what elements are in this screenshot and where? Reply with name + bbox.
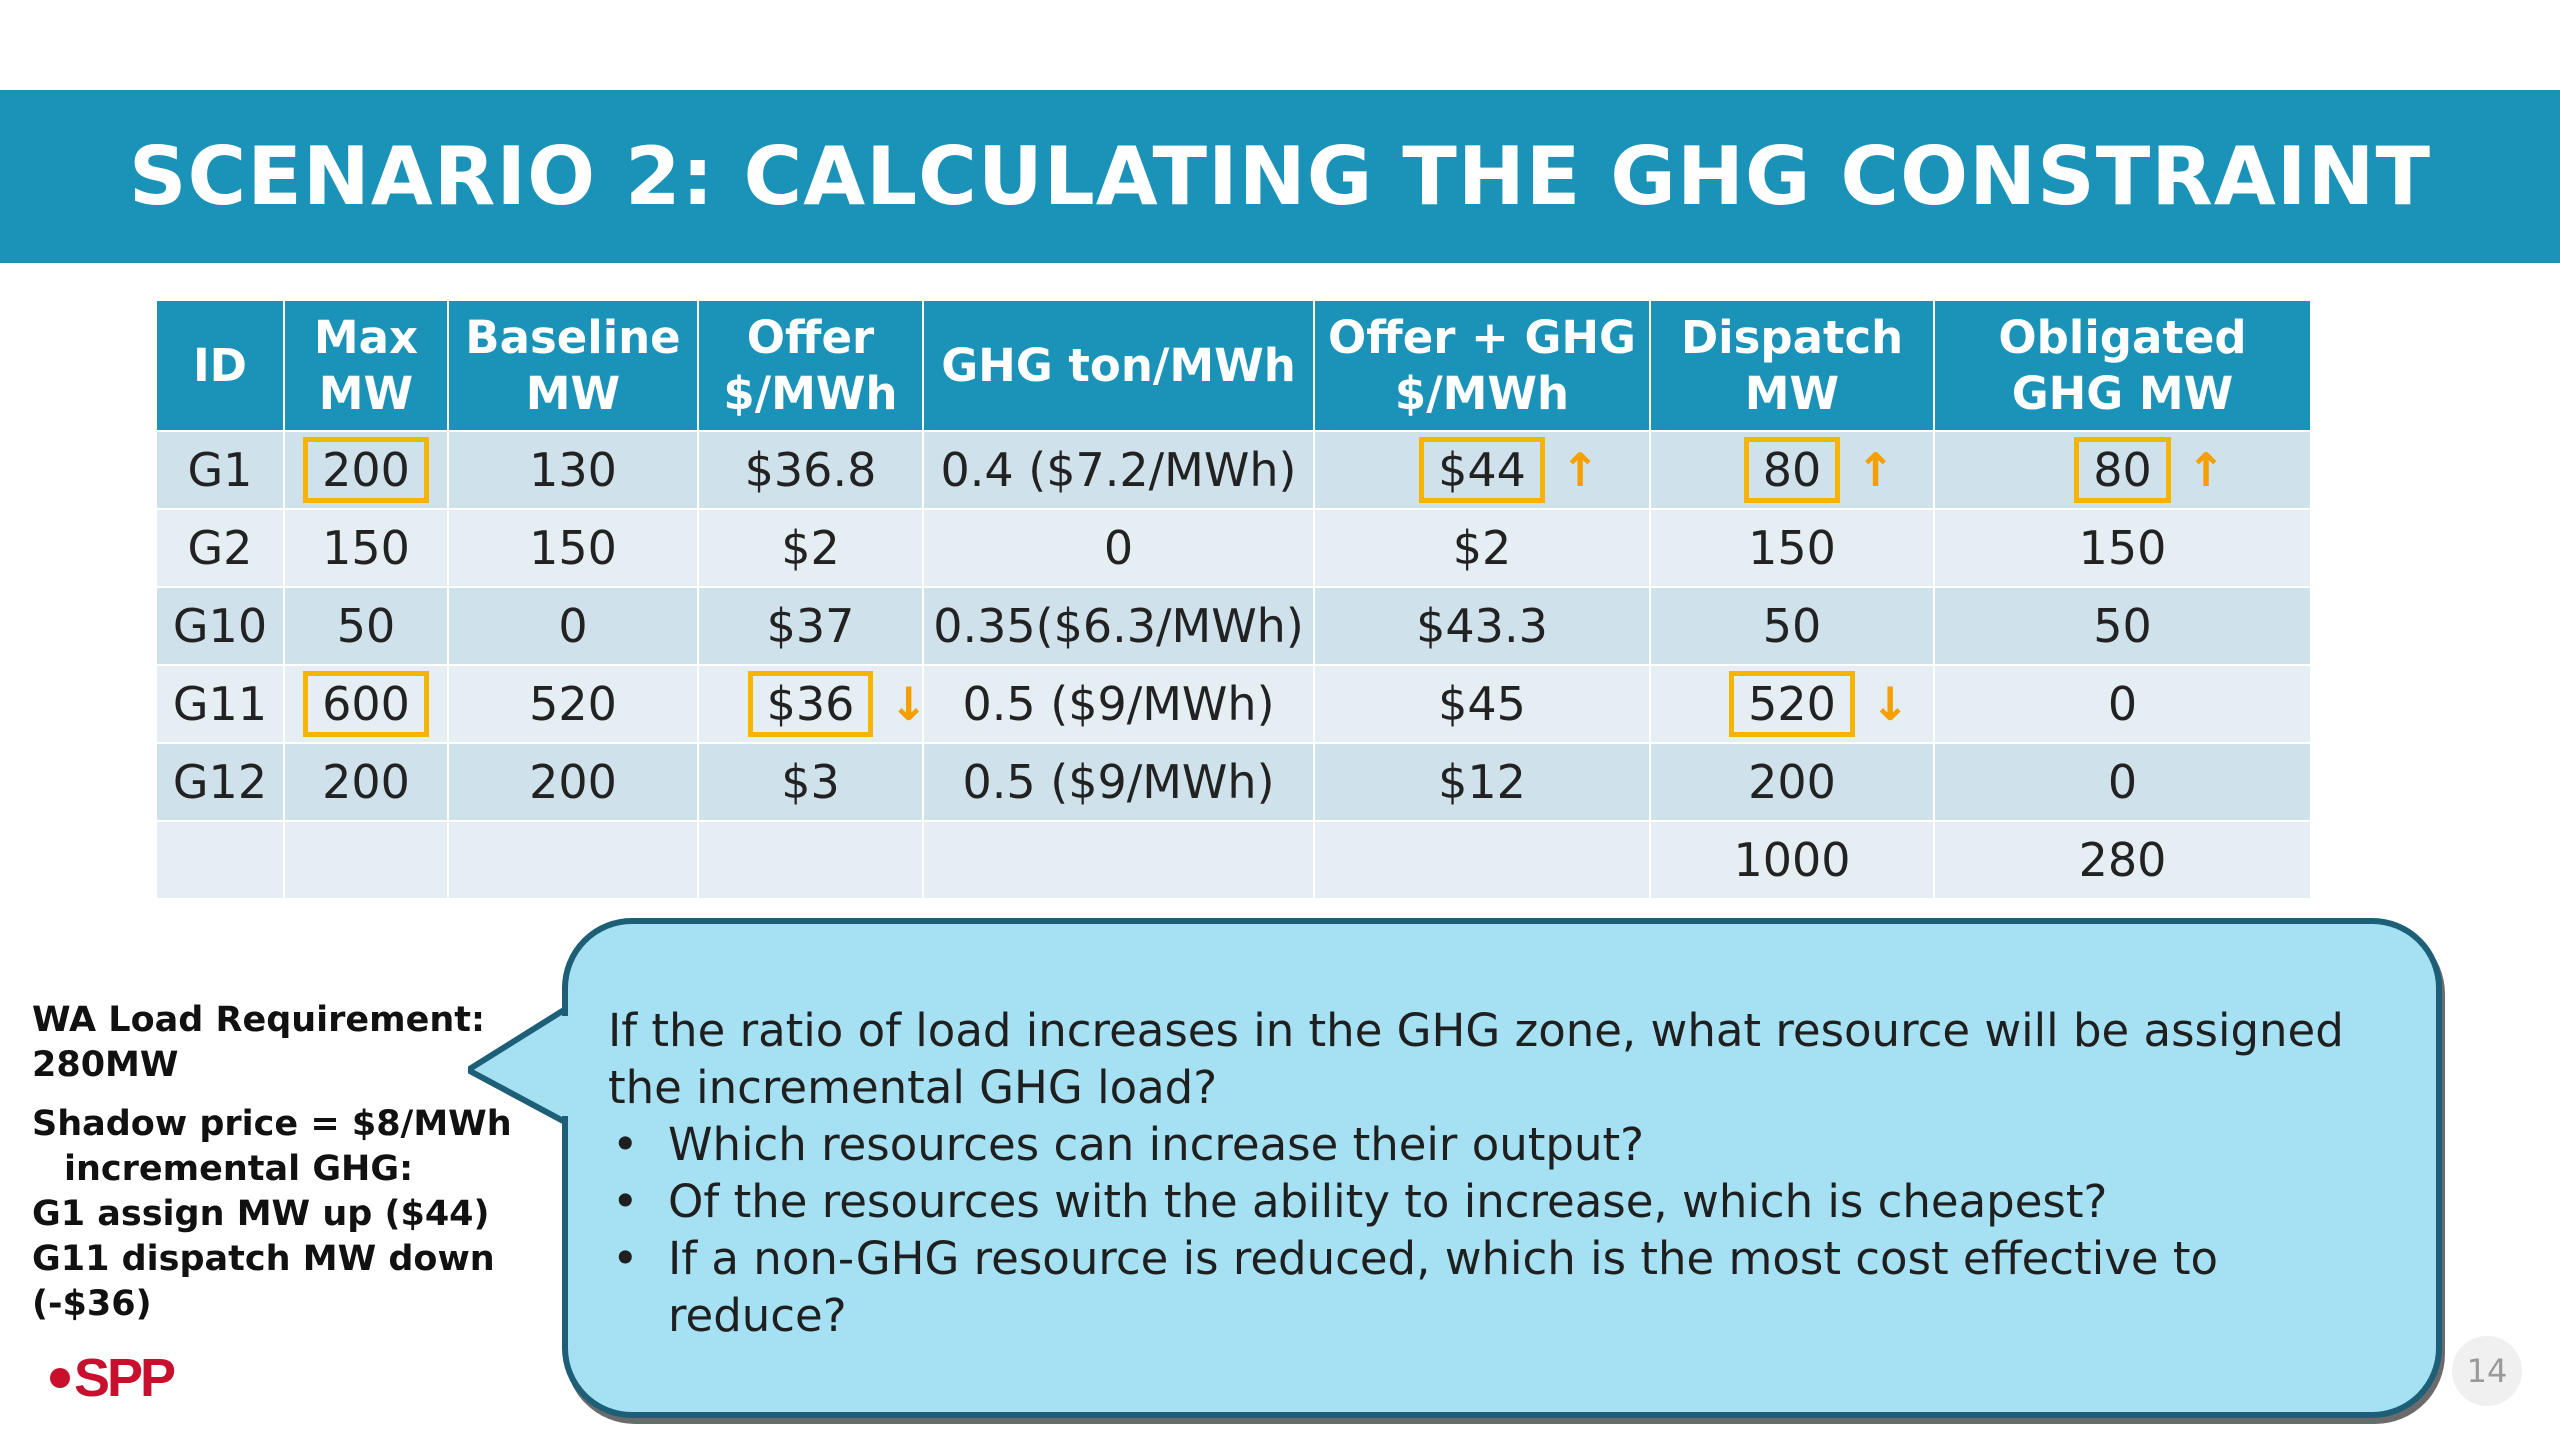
header-ghg-ton: GHG ton/MWh <box>922 299 1315 432</box>
table-cell: 0 <box>922 508 1315 588</box>
table-cell: 50 <box>1933 586 2312 666</box>
table-cell: $12 <box>1313 742 1651 822</box>
arrow-down-icon: ↓ <box>889 677 928 731</box>
table-cell <box>922 820 1315 900</box>
header-max-mw: Max MW <box>283 299 449 432</box>
header-offer-plus-ghg: Offer + GHG $/MWh <box>1313 299 1651 432</box>
table-cell: 150 <box>1933 508 2312 588</box>
table-cell: 200 <box>447 742 699 822</box>
table-cell: 150 <box>1649 508 1935 588</box>
highlight-box: 600 <box>303 671 429 737</box>
pointer-joint <box>562 1016 578 1116</box>
header-obligated-ghg: Obligated GHG MW <box>1933 299 2312 432</box>
table-cell: G10 <box>155 586 285 666</box>
list-item: Which resources can increase their outpu… <box>608 1116 2388 1173</box>
table-cell: 200 <box>1649 742 1935 822</box>
highlight-box: $44 <box>1419 437 1545 503</box>
table-cell: G2 <box>155 508 285 588</box>
table-row-g1: G1 200 130 $36.8 0.4 ($7.2/MWh) $44 ↑ 80 ↑… <box>155 430 2312 510</box>
header-id: ID <box>155 299 285 432</box>
arrow-up-icon: ↑ <box>2186 443 2226 497</box>
table-cell <box>283 820 449 900</box>
highlight-box: 80 <box>2074 437 2171 503</box>
highlight-box: $36 <box>747 671 874 737</box>
page-number: 14 <box>2452 1336 2522 1406</box>
table-cell: $36.8 <box>697 430 924 510</box>
table-cell: G11 <box>155 664 285 744</box>
header-baseline-mw: Baseline MW <box>447 299 699 432</box>
callout-bullets: Which resources can increase their outpu… <box>608 1116 2388 1344</box>
ghg-table: ID Max MW Baseline MW Offer $/MWh GHG ton/M… <box>155 299 2312 900</box>
table-cell <box>1313 820 1651 900</box>
table-cell: 280 <box>1933 820 2312 900</box>
table-cell: 200 <box>283 742 449 822</box>
table-cell: 50 <box>283 586 449 666</box>
table-cell: $44 ↑ <box>1313 430 1651 510</box>
header-dispatch-mw: Dispatch MW <box>1649 299 1935 432</box>
table-cell: 130 <box>447 430 699 510</box>
slide-title: SCENARIO 2: CALCULATING THE GHG CONSTRAI… <box>128 130 2432 223</box>
table-cell: 600 <box>283 664 449 744</box>
table-header-row: ID Max MW Baseline MW Offer $/MWh GHG ton/M… <box>155 299 2312 432</box>
table-cell: 520 <box>447 664 699 744</box>
title-banner: SCENARIO 2: CALCULATING THE GHG CONSTRAI… <box>0 90 2560 263</box>
side-notes: WA Load Requirement: 280MW Shadow price =… <box>32 998 572 1341</box>
list-item: If a non-GHG resource is reduced, which … <box>608 1230 2388 1344</box>
table-cell: $3 <box>697 742 924 822</box>
callout-bubble: If the ratio of load increases in the GH… <box>562 918 2442 1418</box>
table-cell: 0.5 ($9/MWh) <box>922 742 1315 822</box>
table-cell: G12 <box>155 742 285 822</box>
table-cell: 0 <box>1933 664 2312 744</box>
shadow-price-notes: Shadow price = $8/MWh incremental GHG: G… <box>32 1104 512 1324</box>
load-requirement: WA Load Requirement: 280MW <box>32 1000 486 1085</box>
table-row-g12: G12 200 200 $3 0.5 ($9/MWh) $12 200 0 <box>155 742 2312 822</box>
table-cell: 520 ↓ <box>1649 664 1935 744</box>
header-offer: Offer $/MWh <box>697 299 924 432</box>
table-cell: 150 <box>283 508 449 588</box>
table-row-g10: G10 50 0 $37 0.35($6.3/MWh) $43.3 50 50 <box>155 586 2312 666</box>
list-item: Of the resources with the ability to inc… <box>608 1173 2388 1230</box>
table-row-g11: G11 600 520 $36 ↓ 0.5 ($9/MWh) $45 520 ↓ 0 <box>155 664 2312 744</box>
highlight-box: 520 <box>1729 671 1855 737</box>
logo-text: SPP <box>74 1348 176 1408</box>
table-cell <box>697 820 924 900</box>
table-cell: 0.4 ($7.2/MWh) <box>922 430 1315 510</box>
logo-dot-icon <box>50 1368 70 1388</box>
table-cell: 150 <box>447 508 699 588</box>
callout-question: If the ratio of load increases in the GH… <box>608 1004 2344 1114</box>
table-cell <box>447 820 699 900</box>
table-cell: $2 <box>1313 508 1651 588</box>
arrow-up-icon: ↑ <box>1560 443 1600 497</box>
table-cell: G1 <box>155 430 285 510</box>
spp-logo: SPP <box>50 1347 176 1409</box>
callout-pointer <box>468 1000 580 1130</box>
table-cell: $37 <box>697 586 924 666</box>
callout-text: If the ratio of load increases in the GH… <box>608 1002 2388 1344</box>
table-cell: $43.3 <box>1313 586 1651 666</box>
table-cell: 200 <box>283 430 449 510</box>
table-cell: 1000 <box>1649 820 1935 900</box>
table-row-g2: G2 150 150 $2 0 $2 150 150 <box>155 508 2312 588</box>
table-cell: $2 <box>697 508 924 588</box>
table-row-total: 1000 280 <box>155 820 2312 900</box>
table-cell: 0 <box>447 586 699 666</box>
highlight-box: 200 <box>303 437 429 503</box>
arrow-down-icon: ↓ <box>1870 677 1910 731</box>
table-cell: $45 <box>1313 664 1651 744</box>
table-cell: 0.35($6.3/MWh) <box>922 586 1315 666</box>
table-cell <box>155 820 285 900</box>
table-cell: 50 <box>1649 586 1935 666</box>
arrow-up-icon: ↑ <box>1856 443 1895 497</box>
table-cell: 0 <box>1933 742 2312 822</box>
table-cell: 80 ↑ <box>1933 430 2312 510</box>
table-cell: 80 ↑ <box>1649 430 1935 510</box>
highlight-box: 80 <box>1743 437 1841 503</box>
table-cell: 0.5 ($9/MWh) <box>922 664 1315 744</box>
table-cell: $36 ↓ <box>697 664 928 744</box>
